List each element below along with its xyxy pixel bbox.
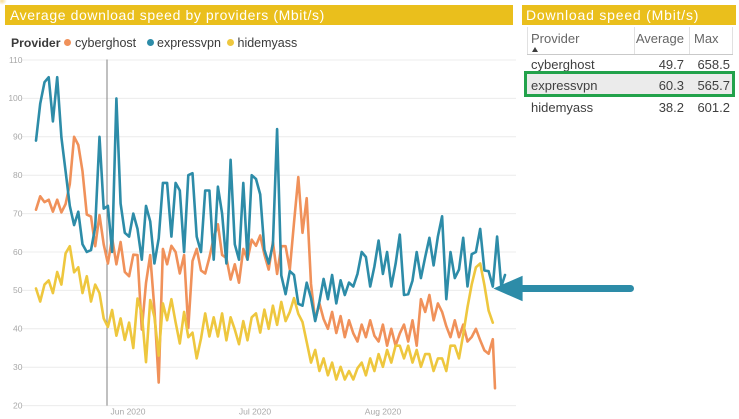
svg-text:70: 70 xyxy=(13,208,23,218)
svg-text:100: 100 xyxy=(8,93,22,103)
svg-text:Aug 2020: Aug 2020 xyxy=(365,407,402,417)
svg-text:Jun 2020: Jun 2020 xyxy=(111,407,146,417)
svg-text:50: 50 xyxy=(13,285,23,295)
svg-text:60: 60 xyxy=(13,247,23,257)
svg-text:Jul 2020: Jul 2020 xyxy=(239,407,271,417)
svg-text:80: 80 xyxy=(13,170,23,180)
svg-text:30: 30 xyxy=(13,362,23,372)
svg-text:40: 40 xyxy=(13,324,23,334)
svg-text:110: 110 xyxy=(9,55,23,65)
svg-text:20: 20 xyxy=(13,400,23,410)
svg-text:90: 90 xyxy=(13,132,23,142)
